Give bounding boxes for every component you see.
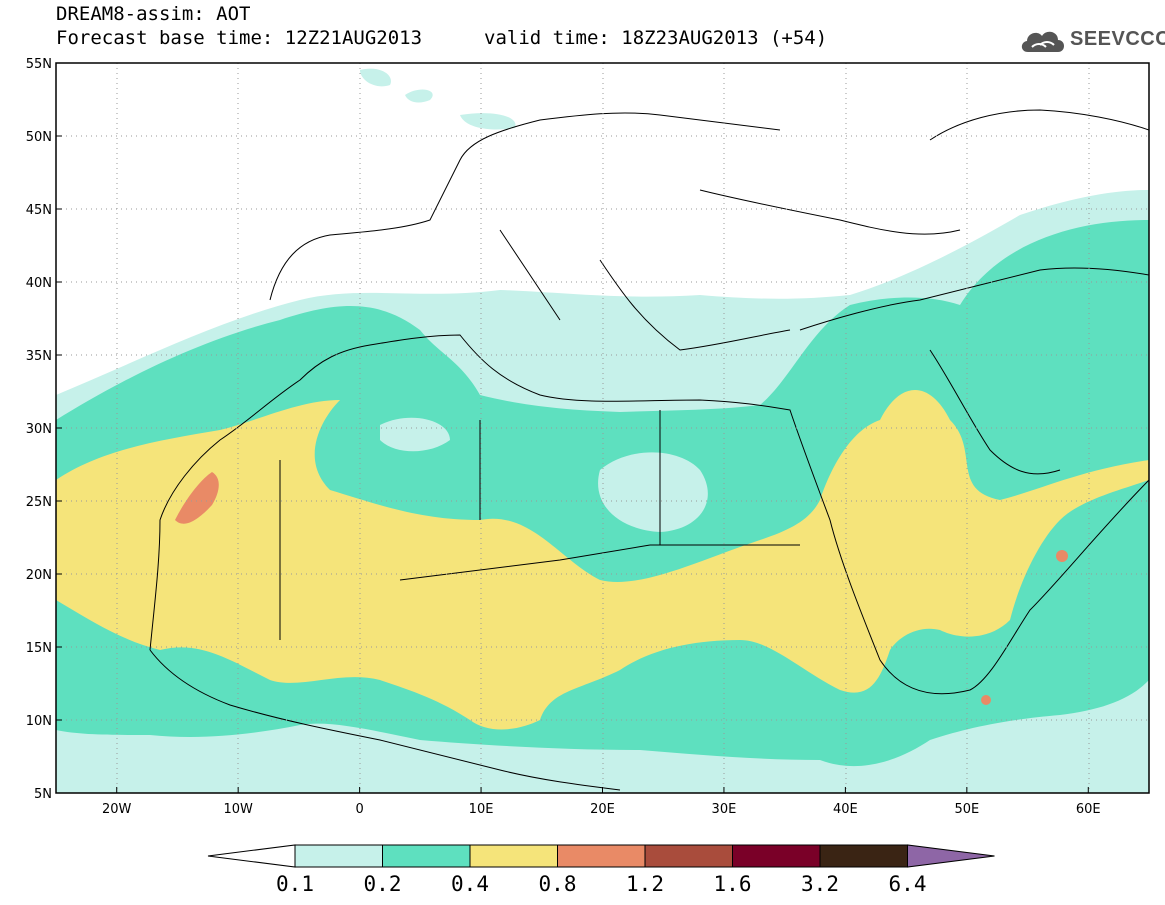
aot-hole-0.1 — [380, 417, 708, 532]
lat-tick-label: 40N — [26, 276, 52, 291]
lat-tick-label: 25N — [26, 495, 52, 510]
lat-tick-label: 10N — [26, 714, 52, 729]
lon-tick-label: 10E — [469, 802, 494, 817]
colorbar-box — [819, 844, 908, 868]
colorbar-max-arrow — [907, 844, 995, 868]
aot-band-0.8 — [175, 472, 219, 524]
lon-tick-label: 40E — [833, 802, 858, 817]
lat-tick-label: 55N — [26, 57, 52, 72]
gridlines — [56, 63, 1149, 794]
colorbar-labels: 0.1 0.2 0.4 0.8 1.2 1.6 3.2 6.4 — [276, 872, 926, 896]
colorbar-label: 0.8 — [539, 872, 577, 896]
aot-spot-oman — [1056, 550, 1068, 562]
lon-tick-label: 50E — [954, 802, 979, 817]
map-title: DREAM8-assim: AOT — [56, 3, 251, 25]
seevccc-logo: SEEVCCC — [1018, 22, 1165, 58]
latitude-ticks: 5N 10N 15N 20N 25N 30N 35N 40N 45N 50N 55N — [26, 57, 62, 802]
aot-spot-somalia — [981, 695, 991, 705]
colorbar-label: 3.2 — [801, 872, 839, 896]
colorbar-box — [382, 844, 471, 868]
colorbar-label: 0.1 — [276, 872, 314, 896]
lat-tick-label: 35N — [26, 349, 52, 364]
colorbar-label: 1.2 — [626, 872, 664, 896]
lon-tick-label: 20E — [590, 802, 615, 817]
lon-tick-label: 10W — [223, 802, 253, 817]
lon-tick-label: 0 — [355, 802, 363, 817]
colorbar-label: 6.4 — [889, 872, 927, 896]
colorbar-box — [557, 844, 646, 868]
lat-tick-label: 45N — [26, 203, 52, 218]
cloud-icon — [1021, 31, 1064, 52]
lat-tick-label: 50N — [26, 130, 52, 145]
valid-time: valid time: 18Z23AUG2013 (+54) — [484, 27, 828, 49]
lat-tick-label: 5N — [34, 787, 52, 802]
lon-tick-label: 30E — [712, 802, 737, 817]
coastlines — [149, 109, 1149, 791]
colorbar-box — [644, 844, 733, 868]
colorbar-label: 0.2 — [364, 872, 402, 896]
colorbar-box — [469, 844, 558, 868]
forecast-base-time: Forecast base time: 12Z21AUG2013 — [56, 27, 423, 49]
colorbar-label: 0.4 — [451, 872, 489, 896]
aot-band-0.1-north — [360, 68, 516, 130]
aot-band-0.4 — [56, 390, 1149, 730]
colorbar-box — [732, 844, 821, 868]
lon-tick-label: 60E — [1076, 802, 1101, 817]
logo-text: SEEVCCC — [1070, 28, 1165, 50]
lat-tick-label: 15N — [26, 641, 52, 656]
colorbar-min-arrow — [207, 844, 296, 868]
lat-tick-label: 20N — [26, 568, 52, 583]
longitude-ticks: 20W 10W 0 10E 20E 30E 40E 50E 60E — [102, 787, 1101, 817]
lat-tick-label: 30N — [26, 422, 52, 437]
lon-tick-label: 20W — [102, 802, 132, 817]
colorbar-box — [294, 844, 383, 868]
colorbar-label: 1.6 — [714, 872, 752, 896]
colorbar-boxes — [207, 844, 995, 868]
